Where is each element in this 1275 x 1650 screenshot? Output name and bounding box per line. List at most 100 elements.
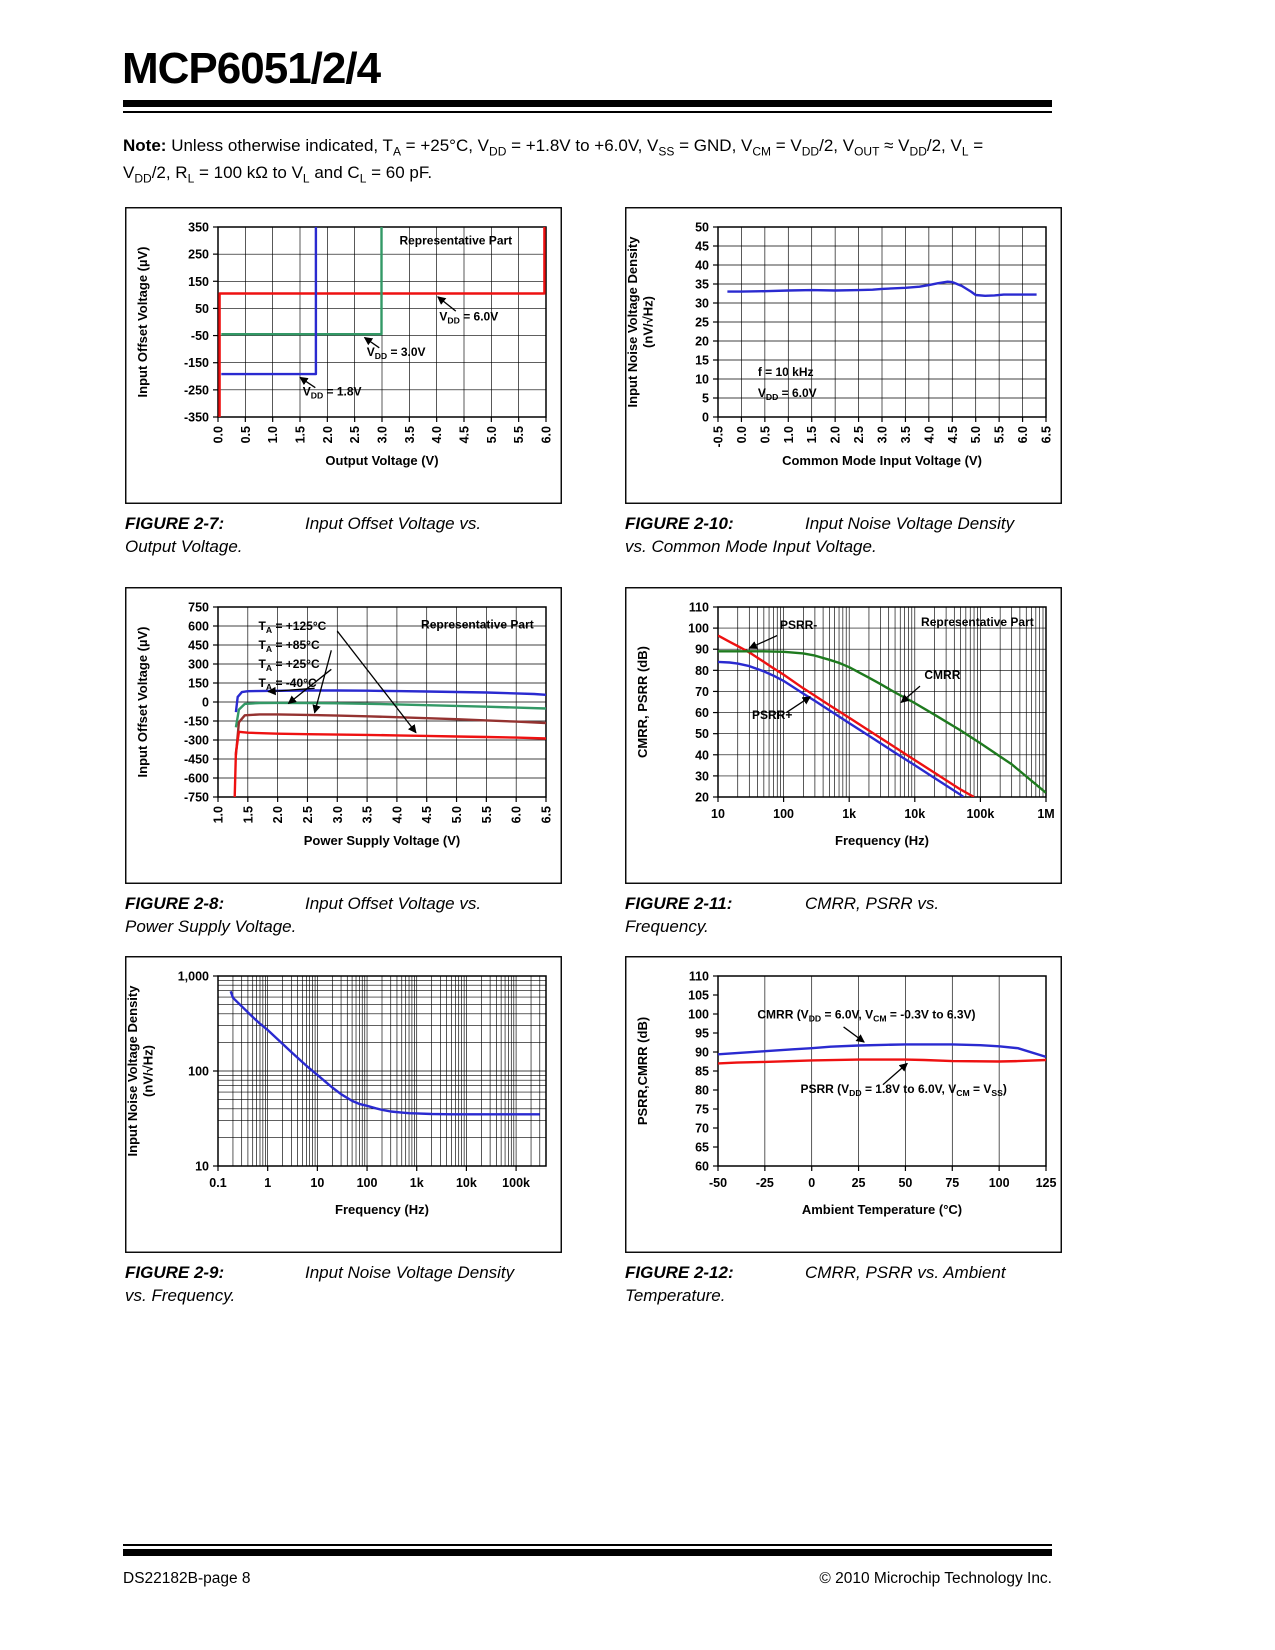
page-title: MCP6051/2/4 [122, 44, 381, 93]
y-axis-title: CMRR, PSRR (dB) [635, 646, 650, 758]
svg-text:-300: -300 [184, 734, 209, 748]
chart-box: 0.1 1 10 100 1k 10k 100k 1,000 100 10 Frequency (H… [125, 956, 562, 1253]
figure-border [625, 207, 1062, 504]
figure-caption: FIGURE 2-12: CMRR, PSRR vs. Ambient Tempe… [625, 1262, 1055, 1308]
svg-text:1.5: 1.5 [805, 426, 819, 443]
svg-text:1k: 1k [410, 1176, 424, 1190]
svg-text:20: 20 [695, 335, 709, 349]
annotation-arrow [312, 650, 332, 714]
x-axis-title: Frequency (Hz) [835, 833, 929, 848]
svg-text:110: 110 [689, 601, 709, 615]
figure-2-10: -0.5 0.0 0.5 1.0 1.5 2.0 2.5 3.0 3.5 4.0 4.5 5.0 5.5… [625, 207, 1062, 559]
svg-text:10: 10 [195, 1160, 209, 1174]
svg-text:50: 50 [195, 302, 209, 316]
x-axis-title: Power Supply Voltage (V) [304, 833, 461, 848]
chart-annotation: PSRR+ [752, 708, 792, 722]
annotation-arrow [267, 686, 315, 696]
svg-text:-0.5: -0.5 [712, 426, 726, 448]
svg-text:-150: -150 [184, 356, 209, 370]
y-axis-title: Input Offset Voltage (µV) [135, 247, 150, 398]
svg-text:80: 80 [695, 664, 709, 678]
chart-svg-figure-2-8: 1.0 1.5 2.0 2.5 3.0 3.5 4.0 4.5 5.0 5.5 6.0 6.5 750 6… [125, 587, 562, 884]
figure-caption-text-line1: Input Noise Voltage Density [305, 1263, 515, 1282]
figure-caption: FIGURE 2-8: Input Offset Voltage vs. Powe… [125, 893, 555, 939]
series-line [234, 701, 546, 728]
svg-text:5.0: 5.0 [450, 806, 464, 823]
figure-caption-label: FIGURE 2-11: [625, 894, 733, 913]
svg-text:100: 100 [357, 1176, 378, 1190]
figure-caption-text-line1: Input Offset Voltage vs. [305, 514, 482, 533]
svg-text:2.0: 2.0 [321, 426, 335, 443]
figure-caption: FIGURE 2-10: Input Noise Voltage Density … [625, 513, 1055, 559]
svg-text:6.0: 6.0 [510, 806, 524, 823]
svg-text:30: 30 [695, 769, 709, 783]
series-line [221, 227, 318, 376]
x-axis-title: Frequency (Hz) [335, 1202, 429, 1217]
annotations: Representative Part VDD = 6.0V VDD = 3.0V V… [299, 234, 512, 400]
note-body: Unless otherwise indicated, TA = +25°C, … [123, 136, 984, 186]
chart-svg-figure-2-10: -0.5 0.0 0.5 1.0 1.5 2.0 2.5 3.0 3.5 4.0 4.5 5.0 5.5… [625, 207, 1062, 504]
svg-text:10: 10 [695, 373, 709, 387]
svg-text:3.5: 3.5 [361, 806, 375, 823]
footer-rule-thick [123, 1549, 1052, 1556]
annotation-arrow [900, 685, 921, 703]
svg-text:15: 15 [695, 354, 709, 368]
svg-text:5.5: 5.5 [993, 426, 1007, 443]
svg-text:5.0: 5.0 [969, 426, 983, 443]
svg-text:5.5: 5.5 [480, 806, 494, 823]
chart-annotation: VDD = 3.0V [367, 345, 426, 361]
svg-text:1k: 1k [842, 807, 856, 821]
svg-text:4.0: 4.0 [390, 806, 404, 823]
svg-text:1,000: 1,000 [178, 970, 209, 984]
svg-text:0.5: 0.5 [239, 426, 253, 443]
svg-text:2.0: 2.0 [271, 806, 285, 823]
svg-text:2.5: 2.5 [348, 426, 362, 443]
svg-text:-50: -50 [191, 329, 209, 343]
chart-box: -0.5 0.0 0.5 1.0 1.5 2.0 2.5 3.0 3.5 4.0 4.5 5.0 5.5… [625, 207, 1062, 504]
figure-caption-label: FIGURE 2-10: [625, 514, 734, 533]
svg-text:150: 150 [188, 275, 209, 289]
svg-text:4.0: 4.0 [922, 426, 936, 443]
annotations: CMRR (VDD = 6.0V, VCM = -0.3V to 6.3V) PS… [757, 1008, 1007, 1098]
figure-caption-label: FIGURE 2-8: [125, 894, 225, 913]
figure-caption: FIGURE 2-7: Input Offset Voltage vs. Outp… [125, 513, 555, 559]
svg-text:65: 65 [695, 1141, 709, 1155]
figure-caption-text-line2: Temperature. [625, 1285, 726, 1305]
svg-text:3.0: 3.0 [331, 806, 345, 823]
x-axis-title: Common Mode Input Voltage (V) [782, 453, 982, 468]
series-line [727, 280, 1037, 298]
svg-text:40: 40 [695, 748, 709, 762]
series-line [718, 1043, 1046, 1059]
chart-annotation: TA = -40°C [259, 676, 317, 692]
svg-text:60: 60 [695, 1160, 709, 1174]
annotations: f = 10 kHz VDD = 6.0V [758, 365, 817, 402]
chart-annotation: Representative Part [421, 618, 534, 632]
y-axis-title: Input Offset Voltage (µV) [135, 627, 150, 778]
svg-text:-50: -50 [709, 1176, 727, 1190]
figure-caption-text-line2: Power Supply Voltage. [125, 916, 297, 936]
svg-text:-150: -150 [184, 715, 209, 729]
figure-caption-label: FIGURE 2-7: [125, 514, 225, 533]
note-prefix: Note: [123, 136, 167, 155]
footer: DS22182B-page 8 © 2010 Microchip Technol… [123, 1570, 1052, 1588]
figure-2-8: 1.0 1.5 2.0 2.5 3.0 3.5 4.0 4.5 5.0 5.5 6.0 6.5 750 6… [125, 587, 562, 939]
svg-text:75: 75 [945, 1176, 959, 1190]
series-group [233, 689, 546, 797]
chart-box: -50 -25 0 25 50 75 100 125 110 105 100 95 90 85 80 75 70… [625, 956, 1062, 1253]
chart-annotation: CMRR [924, 668, 960, 682]
svg-text:100: 100 [989, 1176, 1010, 1190]
svg-text:6.0: 6.0 [1016, 426, 1030, 443]
svg-text:10k: 10k [904, 807, 925, 821]
svg-text:100: 100 [188, 1065, 209, 1079]
annotation-arrow [336, 630, 417, 734]
svg-text:10: 10 [711, 807, 725, 821]
svg-text:5.5: 5.5 [512, 426, 526, 443]
svg-text:105: 105 [688, 989, 709, 1003]
annotation-arrow [748, 634, 778, 649]
svg-text:30: 30 [695, 297, 709, 311]
chart-annotation: TA = +125°C [259, 619, 327, 635]
svg-text:90: 90 [695, 1046, 709, 1060]
svg-text:1M: 1M [1037, 807, 1054, 821]
chart-annotation: f = 10 kHz [758, 365, 814, 379]
axis-ticks-and-labels: 1.0 1.5 2.0 2.5 3.0 3.5 4.0 4.5 5.0 5.5 6.0 6.5 750 6… [184, 601, 554, 824]
